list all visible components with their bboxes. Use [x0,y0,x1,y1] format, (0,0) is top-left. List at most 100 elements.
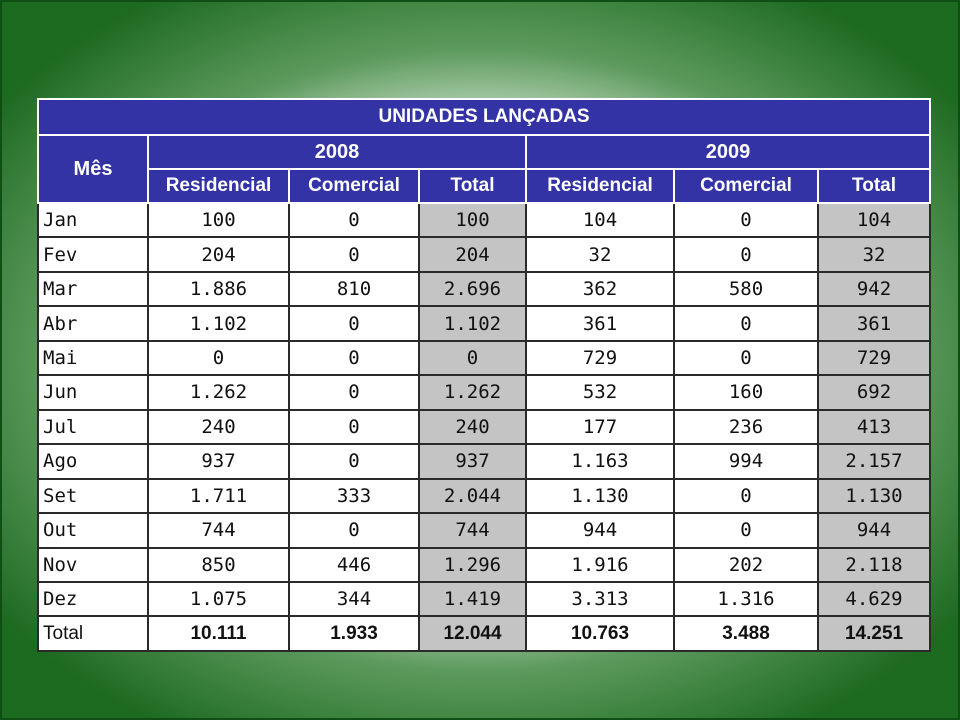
value-cell: 204 [147,236,290,273]
launched-units-table: UNIDADES LANÇADAS Mês 2008 2009 Residenc… [36,98,932,652]
total-cell: 1.296 [418,546,527,583]
value-cell: 446 [288,546,420,583]
total-cell: 1.130 [816,477,932,515]
total-cell: 2.044 [418,477,527,515]
value-cell: 0 [288,512,420,549]
value-cell: 10.763 [525,615,675,652]
value-cell: 344 [288,580,420,618]
value-cell: 729 [525,339,675,377]
value-cell: 0 [288,374,420,411]
value-cell: 0 [673,236,819,273]
value-cell: 810 [288,270,420,308]
value-cell: 0 [147,339,290,377]
month-cell: Nov [37,546,149,583]
total-cell: 104 [816,201,932,239]
value-cell: 10.111 [147,615,290,652]
value-cell: 0 [673,201,819,239]
value-cell: 361 [525,305,675,342]
value-cell: 0 [288,443,420,480]
value-cell: 0 [288,201,420,239]
value-cell: 744 [147,512,290,549]
year-header-2008: 2008 [147,134,527,170]
value-cell: 1.130 [525,477,675,515]
total-cell: 1.419 [418,580,527,618]
value-cell: 944 [525,512,675,549]
total-cell: 944 [816,512,932,549]
total-cell: 0 [418,339,527,377]
year-header-2009: 2009 [524,134,932,170]
value-cell: 1.711 [147,477,290,515]
total-cell: 1.102 [418,305,527,342]
total-cell: 14.251 [816,615,932,652]
total-cell: 361 [816,305,932,342]
column-header: Comercial [673,168,819,204]
total-cell: 937 [418,443,527,480]
value-cell: 580 [673,270,819,308]
value-cell: 160 [673,374,819,411]
table-row: Abr 1.102 0 1.102 361 0 361 [37,305,932,342]
value-cell: 333 [288,477,420,515]
total-cell: 204 [418,236,527,273]
table-row: Fev 204 0 204 32 0 32 [37,236,932,273]
value-cell: 1.886 [147,270,290,308]
value-cell: 1.316 [673,580,819,618]
table-row: Set 1.711 333 2.044 1.130 0 1.130 [37,477,932,515]
month-cell: Out [37,512,149,549]
table-title: UNIDADES LANÇADAS [36,98,932,136]
value-cell: 850 [147,546,290,583]
value-cell: 0 [673,305,819,342]
table-row: Jun 1.262 0 1.262 532 160 692 [37,374,932,411]
value-cell: 240 [147,408,290,446]
table-row: Out 744 0 744 944 0 944 [37,512,932,549]
month-cell: Ago [37,443,149,480]
value-cell: 0 [288,339,420,377]
total-cell: 240 [418,408,527,446]
total-cell: 1.262 [418,374,527,411]
table-row: Jan 100 0 100 104 0 104 [37,201,932,239]
month-cell: Dez [37,580,149,618]
value-cell: 0 [673,339,819,377]
table-row: Dez 1.075 344 1.419 3.313 1.316 4.629 [37,580,932,618]
total-row: Total 10.111 1.933 12.044 10.763 3.488 14.251 [37,615,932,652]
table-body: Jan 100 0 100 104 0 104 Fev 204 0 204 32 0 32 Mar 1.886… [37,201,932,652]
value-cell: 0 [288,236,420,273]
table-row: Ago 937 0 937 1.163 994 2.157 [37,443,932,480]
value-cell: 532 [525,374,675,411]
value-cell: 3.488 [673,615,819,652]
column-header: Residencial [525,168,675,204]
total-cell: 942 [816,270,932,308]
month-cell: Abr [37,305,149,342]
value-cell: 0 [288,305,420,342]
value-cell: 1.075 [147,580,290,618]
value-cell: 100 [147,201,290,239]
value-cell: 1.916 [525,546,675,583]
column-header: Residencial [147,168,290,204]
value-cell: 0 [673,477,819,515]
value-cell: 1.933 [288,615,420,652]
value-cell: 1.163 [525,443,675,480]
month-cell: Fev [37,236,149,273]
total-cell: 100 [418,201,527,239]
month-header: Mês [37,134,149,204]
total-cell: 12.044 [418,615,527,652]
month-cell: Jun [37,374,149,411]
value-cell: 1.102 [147,305,290,342]
value-cell: 104 [525,201,675,239]
value-cell: 236 [673,408,819,446]
total-cell: 32 [816,236,932,273]
total-cell: 2.118 [816,546,932,583]
table-row: Mai 0 0 0 729 0 729 [37,339,932,377]
month-cell: Total [37,615,149,652]
value-cell: 202 [673,546,819,583]
table-row: Mar 1.886 810 2.696 362 580 942 [37,270,932,308]
total-cell: 744 [418,512,527,549]
value-cell: 937 [147,443,290,480]
total-cell: 413 [816,408,932,446]
value-cell: 32 [525,236,675,273]
launched-units-table-container: UNIDADES LANÇADAS Mês 2008 2009 Residenc… [36,98,932,652]
column-header: Total [816,168,932,204]
total-cell: 2.696 [418,270,527,308]
month-cell: Jul [37,408,149,446]
value-cell: 3.313 [525,580,675,618]
total-cell: 2.157 [816,443,932,480]
